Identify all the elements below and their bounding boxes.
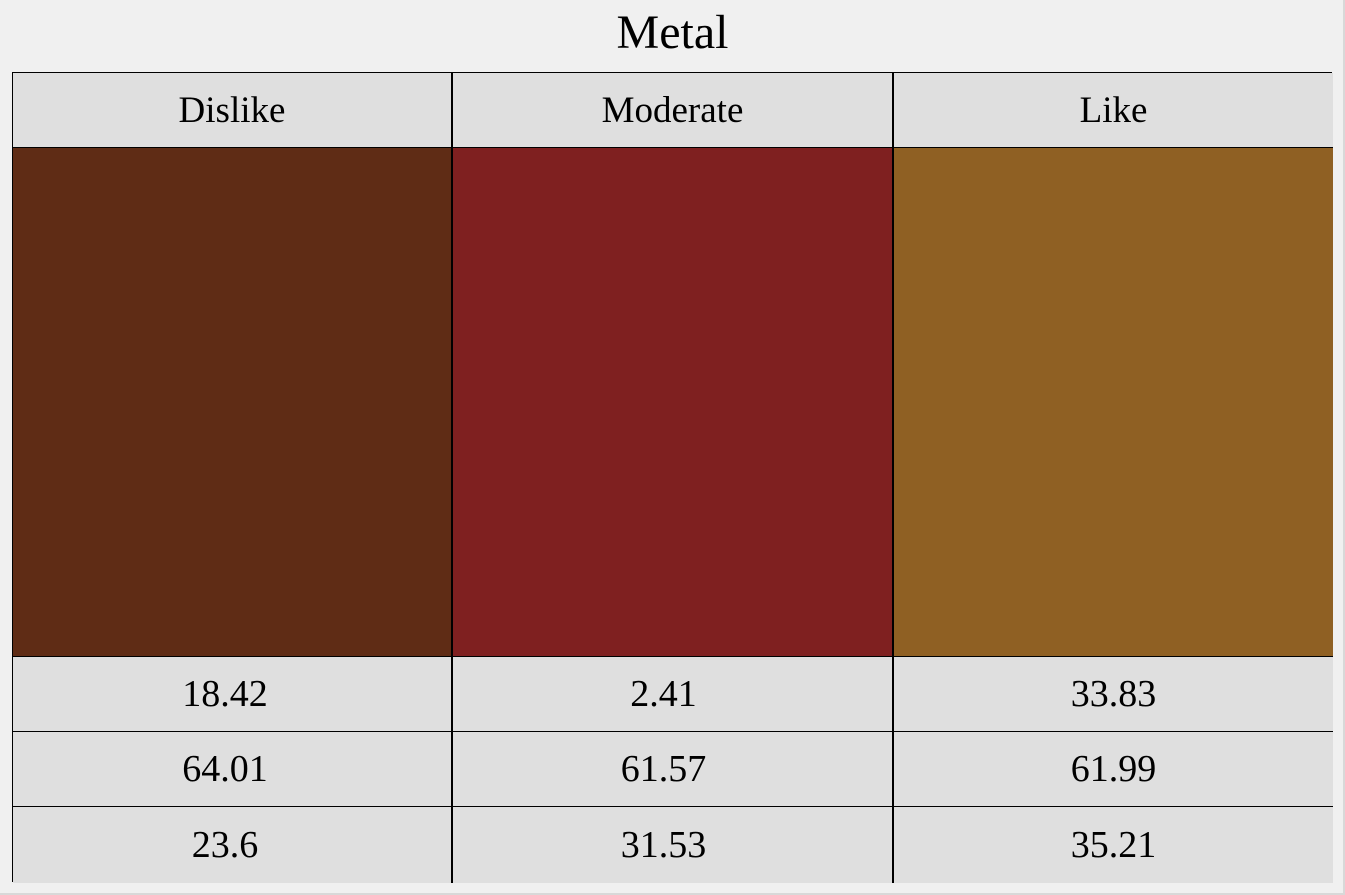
value-dislike-3: 23.6 bbox=[13, 807, 453, 883]
swatch-moderate bbox=[453, 148, 894, 657]
header-moderate: Moderate bbox=[453, 73, 894, 148]
value-moderate-3: 31.53 bbox=[453, 807, 894, 883]
value-like-2: 61.99 bbox=[894, 732, 1333, 807]
value-dislike-1: 18.42 bbox=[13, 657, 453, 732]
swatch-like bbox=[894, 148, 1333, 657]
value-dislike-2: 64.01 bbox=[13, 732, 453, 807]
color-table: Dislike Moderate Like 18.42 2.41 33.83 6… bbox=[12, 72, 1333, 883]
swatch-dislike bbox=[13, 148, 453, 657]
value-like-3: 35.21 bbox=[894, 807, 1333, 883]
header-dislike: Dislike bbox=[13, 73, 453, 148]
value-like-1: 33.83 bbox=[894, 657, 1333, 732]
value-moderate-2: 61.57 bbox=[453, 732, 894, 807]
header-like: Like bbox=[894, 73, 1333, 148]
value-moderate-1: 2.41 bbox=[453, 657, 894, 732]
chart-title: Metal bbox=[616, 6, 729, 59]
